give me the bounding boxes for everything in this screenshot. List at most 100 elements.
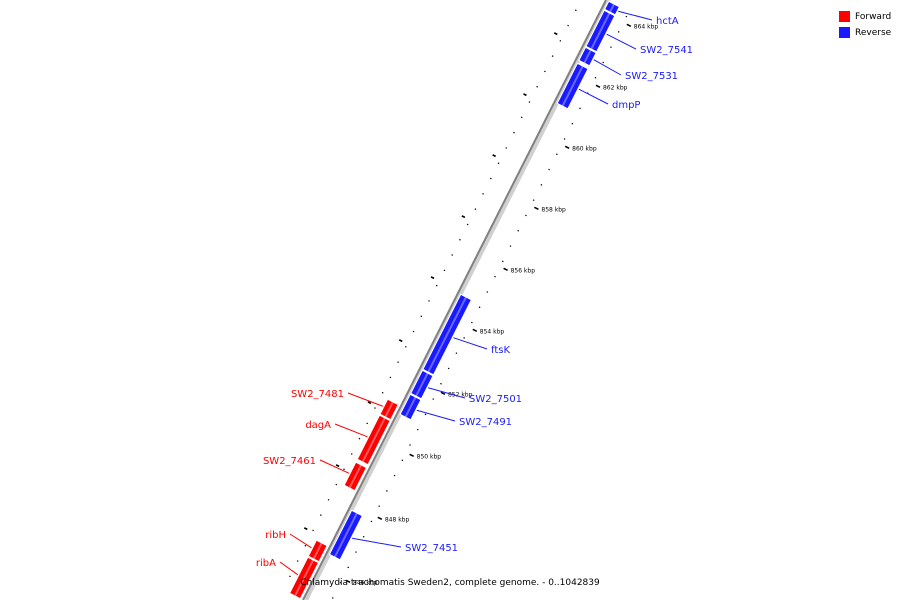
minor-tick [386,490,388,492]
gene-label-sw2_7501[interactable]: SW2_7501 [469,394,522,405]
tick-label: 864 kbp [634,23,659,30]
tick-label: 862 kbp [603,84,628,91]
gene-label-ribh[interactable]: ribH [265,530,286,541]
gene-glyph-sw2_7461[interactable] [343,461,368,492]
major-tick [564,145,570,150]
minor-tick [339,581,342,584]
gene-label-riba[interactable]: ribA [256,558,276,569]
tick-label: 850 kbp [417,453,442,460]
minor-tick [474,208,477,210]
minor-tick [416,428,419,431]
tick-label: 852 kbp [448,391,473,398]
minor-tick [409,444,411,446]
gene-glyph-dmpp[interactable] [556,62,589,110]
gene-glyph-ftsk[interactable] [422,293,473,376]
gene-glyph-sw2_7481[interactable] [379,398,399,421]
minor-tick [358,437,361,440]
major-tick [440,391,446,396]
legend-forward-label: Forward [855,11,892,22]
minor-tick [520,116,523,119]
gene-label-sw2_7481[interactable]: SW2_7481 [291,389,344,400]
minor-tick [312,529,314,532]
major-tick [472,328,478,333]
minor-tick [536,85,539,88]
major-tick [430,276,435,280]
minor-tick [296,560,299,562]
minor-tick [304,544,307,547]
minor-tick [563,138,566,140]
gene-glyph-sw2_7531[interactable] [578,46,597,67]
major-tick [303,527,308,531]
gene-label-sw2_7461[interactable]: SW2_7461 [263,456,316,467]
gene-leader [606,33,637,50]
gene-glyph-riba[interactable] [288,556,320,600]
minor-tick [478,306,481,309]
tick-label: 858 kbp [541,206,566,213]
minor-tick [466,223,469,226]
gene-label-sw2_7491[interactable]: SW2_7491 [459,417,512,428]
gene-label-ftsk[interactable]: ftsK [491,345,510,356]
gene-glyph-ribh[interactable] [307,539,328,563]
gene-label-sw2_7451[interactable]: SW2_7451 [405,543,458,554]
major-tick [503,267,508,272]
minor-tick [548,168,550,171]
gene-label-sw2_7541[interactable]: SW2_7541 [640,45,693,56]
minor-tick [610,46,612,49]
minor-tick [555,153,558,156]
minor-tick [540,184,543,186]
minor-tick [451,254,454,256]
tick-label: 860 kbp [572,145,597,152]
legend-reverse-label: Reverse [855,27,892,38]
minor-tick [459,238,461,241]
major-tick [523,93,527,97]
major-tick [367,401,372,405]
minor-tick [532,199,535,202]
gene-shine [361,417,386,463]
gene-glyph-hcta[interactable] [603,0,621,16]
minor-tick [571,122,574,125]
minor-tick [528,101,531,103]
minor-tick [470,321,473,324]
gene-shine [312,542,323,560]
gene-leader [352,537,402,548]
gene-glyph-sw2_7451[interactable] [328,509,364,561]
tick-label: 846 kbp [353,579,378,586]
major-tick [409,453,415,458]
backbone-line [302,0,607,600]
minor-tick [544,70,546,73]
minor-tick [594,76,597,79]
gene-label-hcta[interactable]: hctA [656,16,679,27]
gene-shine [590,12,611,50]
gene-leader [578,88,609,105]
gene-leader [427,387,466,399]
gene-leader [289,533,312,549]
minor-tick [517,229,520,232]
minor-tick [574,9,577,12]
gene-label-sw2_7531[interactable]: SW2_7531 [625,71,678,82]
minor-tick [525,214,527,217]
minor-tick [424,413,427,416]
gene-shine [333,512,358,558]
minor-tick [366,422,369,425]
gene-glyph-sw2_7491[interactable] [399,393,422,421]
major-tick [345,579,351,584]
gene-label-dmpp[interactable]: dmpP [612,100,640,111]
gene-leader [416,409,456,422]
minor-tick [617,31,620,33]
gene-glyph-sw2_7541[interactable] [585,9,616,53]
legend-reverse: Reverse [839,25,899,40]
gene-glyph-daga[interactable] [356,414,391,466]
gene-label-daga[interactable]: dagA [305,420,331,431]
gene-leader [593,59,622,76]
legend: Forward Reverse [839,9,899,41]
minor-tick [559,39,562,42]
gene-glyph-sw2_7501[interactable] [410,369,434,400]
gene-shine [427,296,467,373]
minor-tick [567,24,569,27]
minor-tick [513,131,515,134]
minor-tick [443,269,446,272]
gene-leader [347,392,384,407]
minor-tick [602,61,605,64]
major-tick [492,154,497,158]
minor-tick [335,483,338,486]
